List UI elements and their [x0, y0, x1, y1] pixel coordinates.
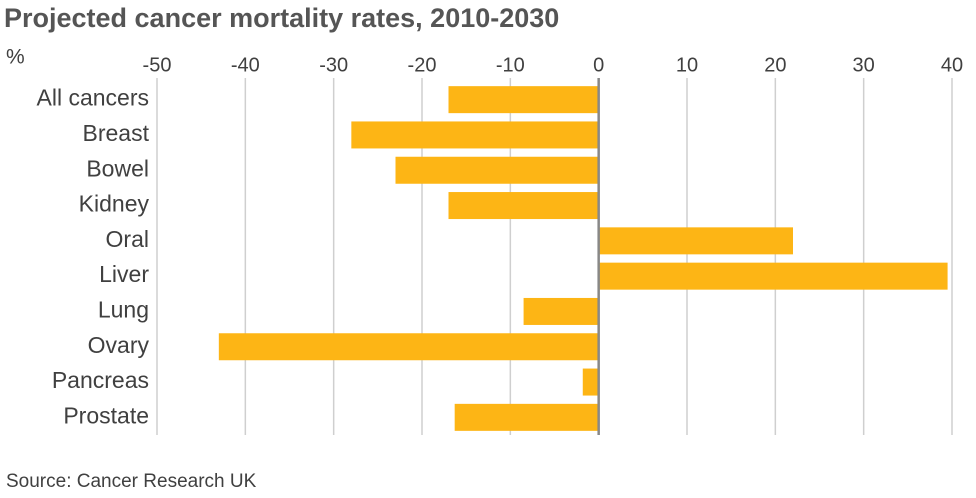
bar — [218, 333, 599, 361]
bar — [598, 262, 948, 290]
axis-unit: % — [6, 46, 25, 69]
x-tick-label: 40 — [941, 54, 963, 76]
y-tick-label: Liver — [99, 261, 149, 287]
y-tick-label: Oral — [106, 226, 149, 252]
x-tick-label: 30 — [853, 54, 875, 76]
x-tick-label: -10 — [496, 54, 525, 76]
x-tick-label: 20 — [764, 54, 786, 76]
x-tick-label: -30 — [319, 54, 348, 76]
x-tick-label: -50 — [143, 54, 172, 76]
bar — [448, 192, 599, 220]
bar — [351, 121, 599, 149]
bar — [523, 297, 599, 325]
source: Source: Cancer Research UK — [6, 471, 257, 492]
x-tick-label: 0 — [593, 54, 604, 76]
bar — [598, 227, 793, 255]
x-tick-label: -20 — [408, 54, 437, 76]
chart-title: Projected cancer mortality rates, 2010-2… — [4, 3, 559, 33]
y-tick-label: Lung — [98, 297, 149, 323]
bar — [448, 86, 599, 114]
bar — [454, 403, 599, 431]
y-tick-label: Prostate — [63, 402, 149, 428]
bar — [395, 156, 599, 184]
x-tick-label: 10 — [676, 54, 698, 76]
y-tick-label: All cancers — [37, 85, 149, 111]
x-tick-label: -40 — [231, 54, 260, 76]
y-tick-label: Bowel — [86, 155, 149, 181]
y-tick-label: Pancreas — [52, 367, 149, 393]
bar — [582, 368, 599, 396]
y-tick-label: Kidney — [79, 191, 150, 217]
y-tick-label: Ovary — [88, 332, 150, 358]
y-tick-label: Breast — [83, 120, 150, 146]
